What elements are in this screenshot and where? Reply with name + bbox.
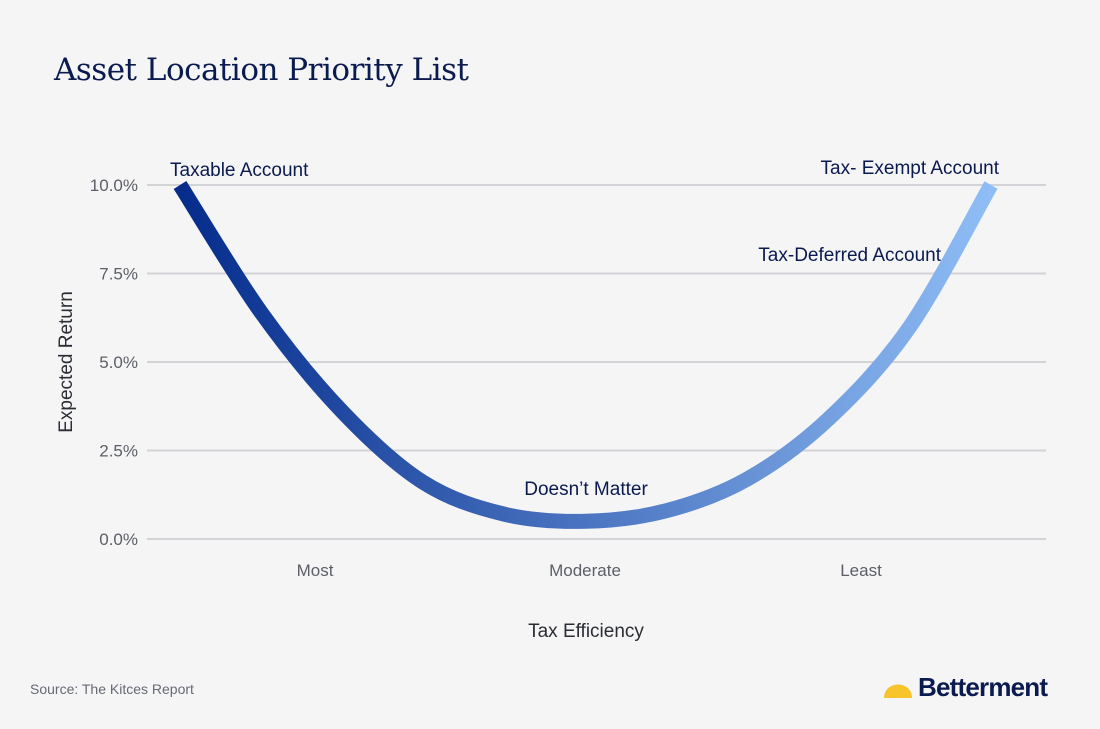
return-curve [173, 180, 998, 529]
annotations: Taxable Account Tax- Exempt Account Tax-De… [170, 158, 1000, 500]
page-title: Asset Location Priority List [54, 52, 469, 88]
y-axis-ticks: 0.0% 2.5% 5.0% 7.5% 10.0% [90, 176, 138, 549]
source-note: Source: The Kitces Report [30, 681, 194, 697]
y-tick-label: 10.0% [90, 176, 138, 195]
y-tick-label: 0.0% [99, 530, 138, 549]
x-tick-label: Least [840, 561, 882, 580]
brand-logo: Betterment [882, 672, 1048, 703]
x-axis-label: Tax Efficiency [528, 621, 644, 642]
annotation-exempt: Tax- Exempt Account [821, 158, 1000, 179]
annotation-doesnt: Doesn’t Matter [524, 479, 648, 500]
x-tick-label: Moderate [549, 561, 621, 580]
y-tick-label: 7.5% [99, 265, 138, 284]
x-axis-ticks: Most Moderate Least [297, 561, 882, 580]
y-axis-label: Expected Return [56, 291, 77, 433]
brand-name: Betterment [918, 672, 1048, 702]
x-tick-label: Most [297, 561, 334, 580]
annotation-deferred: Tax-Deferred Account [758, 245, 941, 266]
sun-logo-icon [884, 684, 912, 698]
y-tick-label: 5.0% [99, 353, 138, 372]
y-tick-label: 2.5% [99, 442, 138, 461]
annotation-taxable: Taxable Account [170, 160, 309, 181]
